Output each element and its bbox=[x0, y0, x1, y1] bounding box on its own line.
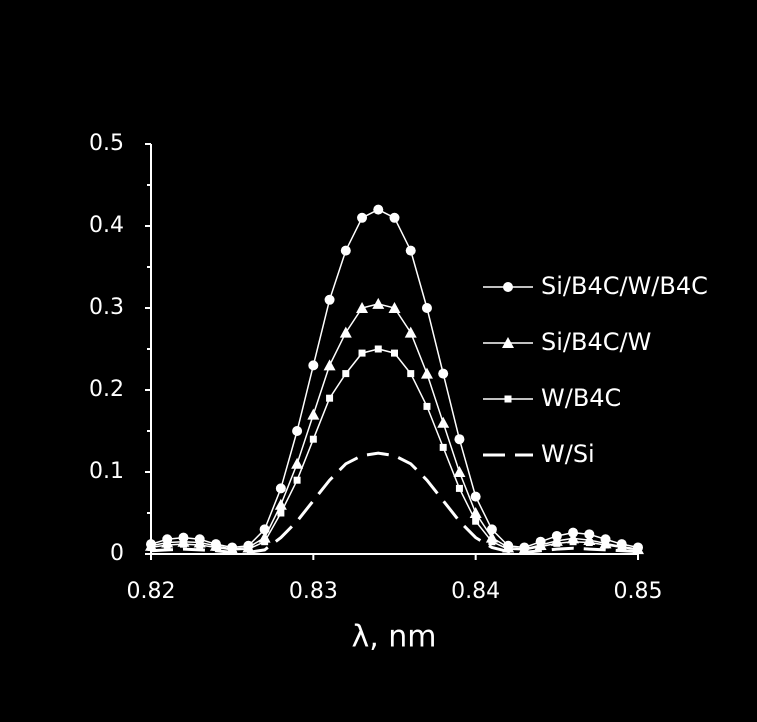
point bbox=[372, 297, 385, 309]
point bbox=[292, 426, 303, 436]
point bbox=[196, 541, 204, 549]
point bbox=[358, 349, 366, 357]
point bbox=[391, 349, 398, 357]
point bbox=[389, 212, 400, 223]
point bbox=[455, 484, 463, 492]
point bbox=[520, 546, 528, 554]
point bbox=[438, 368, 449, 379]
point bbox=[421, 303, 432, 313]
point bbox=[261, 538, 269, 546]
x-tick-label: 0.82 bbox=[127, 579, 176, 604]
legend-label: Si/B4C/W/B4C bbox=[541, 272, 708, 300]
point bbox=[602, 541, 610, 549]
point bbox=[357, 212, 368, 223]
legend-label: Si/B4C/W bbox=[541, 328, 651, 356]
point bbox=[275, 483, 286, 494]
point bbox=[323, 359, 336, 371]
point bbox=[486, 524, 497, 535]
point bbox=[388, 302, 401, 313]
point bbox=[307, 408, 320, 420]
point bbox=[342, 370, 350, 378]
point bbox=[454, 434, 465, 445]
point bbox=[212, 543, 220, 551]
point bbox=[420, 367, 433, 379]
point bbox=[404, 326, 417, 338]
point bbox=[228, 546, 236, 554]
point bbox=[634, 546, 642, 554]
x-axis-label: λ, nm bbox=[351, 620, 436, 655]
point bbox=[293, 476, 301, 484]
point bbox=[504, 545, 512, 553]
x-tick-label: 0.83 bbox=[289, 579, 338, 604]
point bbox=[472, 517, 480, 525]
point bbox=[537, 543, 545, 551]
point bbox=[326, 394, 334, 402]
point bbox=[470, 491, 481, 502]
point bbox=[340, 245, 351, 256]
point bbox=[373, 204, 384, 215]
x-tick-label: 0.85 bbox=[614, 579, 663, 604]
point bbox=[309, 435, 317, 443]
point bbox=[405, 245, 416, 256]
legend-label: W/B4C bbox=[541, 384, 621, 412]
legend-marker bbox=[503, 282, 513, 292]
y-tick-label: 0.4 bbox=[89, 213, 124, 238]
point bbox=[163, 541, 171, 549]
legend-label: W/Si bbox=[541, 440, 595, 468]
point bbox=[488, 538, 496, 546]
legend-marker bbox=[502, 337, 514, 348]
point bbox=[453, 466, 466, 477]
point bbox=[423, 402, 431, 410]
point bbox=[277, 509, 285, 517]
point bbox=[179, 540, 187, 548]
point bbox=[585, 539, 593, 547]
y-tick-label: 0.2 bbox=[89, 377, 124, 402]
point bbox=[339, 326, 352, 338]
point bbox=[569, 538, 577, 546]
point bbox=[437, 416, 450, 428]
y-tick-label: 0.5 bbox=[89, 131, 124, 156]
point bbox=[407, 370, 415, 378]
point bbox=[308, 360, 319, 371]
point bbox=[147, 543, 155, 551]
point bbox=[618, 543, 626, 551]
point bbox=[374, 345, 382, 353]
y-tick-label: 0.3 bbox=[89, 295, 124, 320]
legend-marker bbox=[504, 395, 512, 403]
y-tick-label: 0.1 bbox=[89, 459, 124, 484]
point bbox=[244, 545, 252, 553]
point bbox=[291, 457, 304, 469]
point bbox=[439, 443, 447, 451]
x-tick-label: 0.84 bbox=[451, 579, 500, 604]
point bbox=[324, 294, 335, 305]
series-line bbox=[150, 451, 639, 554]
y-tick-label: 0 bbox=[110, 541, 124, 566]
point bbox=[356, 302, 369, 313]
point bbox=[553, 539, 561, 547]
